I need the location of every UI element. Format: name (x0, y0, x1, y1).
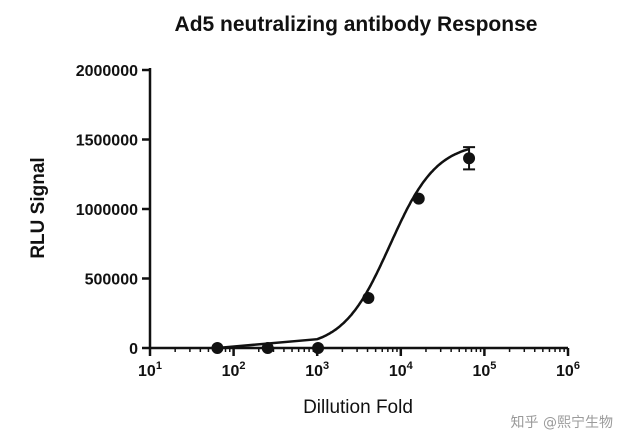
x-tick-label: 103 (305, 360, 329, 380)
x-tick-exponent: 5 (490, 360, 496, 372)
x-tick-exponent: 6 (574, 360, 580, 372)
watermark: 知乎 @熙宁生物 (510, 415, 613, 431)
x-tick-exponent: 1 (156, 360, 162, 372)
y-tick-label: 500000 (85, 272, 138, 289)
x-tick-base: 10 (138, 363, 156, 380)
y-tick-label: 1500000 (76, 133, 138, 150)
x-tick-base: 10 (472, 363, 490, 380)
x-tick-base: 10 (222, 363, 240, 380)
fit-curve (217, 147, 470, 350)
chart-title: Ad5 neutralizing antibody Response (175, 13, 538, 36)
fit-layer (217, 147, 470, 350)
x-tick-exponent: 4 (407, 360, 414, 372)
data-point (211, 342, 224, 354)
x-tick-label: 104 (389, 360, 414, 380)
x-tick-base: 10 (389, 363, 407, 380)
x-tick-base: 10 (305, 363, 323, 380)
x-axis-label: Dillution Fold (303, 397, 413, 418)
data-point (261, 342, 274, 354)
x-tick-label: 106 (556, 360, 580, 380)
x-tick-exponent: 2 (239, 360, 245, 372)
x-tick-exponent: 3 (323, 360, 329, 372)
data-point (412, 192, 425, 205)
y-tick-label: 1000000 (76, 202, 138, 219)
data-point (362, 291, 375, 304)
points-layer (211, 146, 476, 354)
x-tick-label: 105 (472, 360, 496, 380)
y-axis-label: RLU Signal (28, 157, 49, 258)
x-tick-label: 101 (138, 360, 162, 380)
y-tick-label: 2000000 (76, 63, 138, 80)
data-point (312, 342, 325, 354)
y-tick-label: 0 (129, 341, 138, 358)
x-tick-label: 102 (222, 360, 246, 380)
data-point (463, 152, 476, 165)
x-tick-base: 10 (556, 363, 574, 380)
